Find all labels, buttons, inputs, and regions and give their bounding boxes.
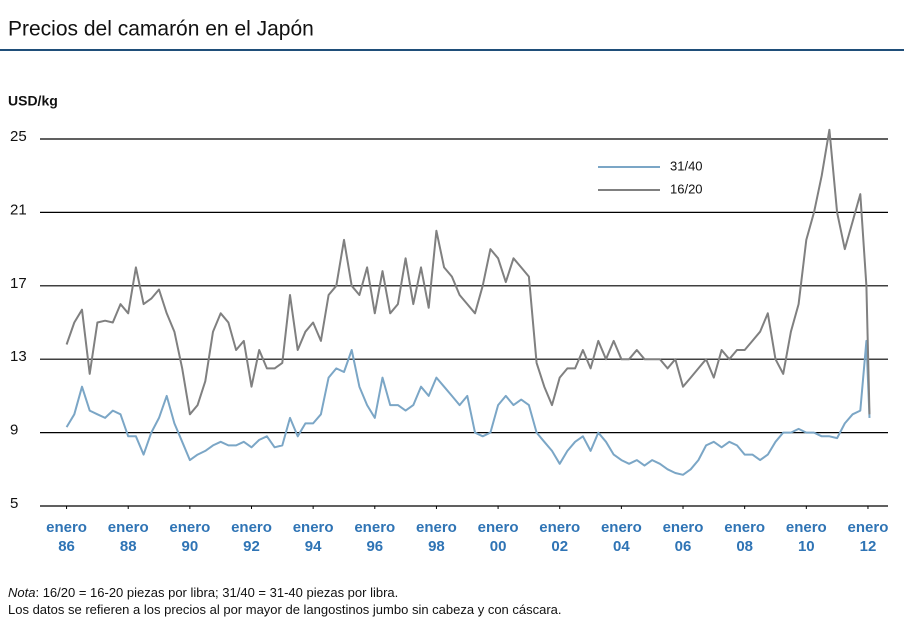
title-rule: [0, 49, 904, 51]
x-tick-label: enero 92: [231, 519, 272, 555]
x-tick-label: enero 88: [107, 519, 149, 555]
x-tick-label: enero 08: [724, 519, 766, 555]
chart-title: Precios del camarón en el Japón: [8, 18, 314, 41]
legend-label: 31/40: [670, 158, 703, 173]
note: Nota: 16/20 = 16-20 piezas por libra; 31…: [8, 585, 398, 600]
y-tick-label: 13: [10, 348, 27, 365]
x-tick-label: enero 02: [539, 519, 581, 555]
x-tick-label: enero 06: [662, 519, 704, 555]
legend-label: 16/20: [670, 181, 703, 196]
x-tick-label: enero 10: [785, 519, 827, 555]
note-label: Nota: [8, 585, 36, 600]
x-tick-label: enero 94: [292, 519, 334, 555]
series-line: [65, 339, 871, 476]
series-line: [65, 128, 871, 416]
y-axis-label: USD/kg: [8, 93, 58, 109]
y-tick-label: 21: [10, 201, 27, 218]
source-note: Los datos se refieren a los precios al p…: [8, 602, 562, 617]
x-tick-label: enero 96: [354, 519, 396, 555]
y-tick-label: 5: [10, 495, 18, 512]
note-text: : 16/20 = 16-20 piezas por libra; 31/40 …: [35, 585, 399, 600]
x-tick-label: enero 12: [847, 519, 889, 555]
x-tick-label: enero 86: [46, 519, 87, 555]
x-tick-label: enero 98: [416, 519, 457, 555]
y-tick-label: 17: [10, 275, 27, 292]
y-tick-label: 9: [10, 422, 18, 439]
x-tick-label: enero 90: [169, 519, 211, 555]
x-tick-label: enero 00: [477, 519, 519, 555]
x-tick-label: enero 04: [600, 519, 642, 555]
y-tick-label: 25: [10, 128, 27, 145]
